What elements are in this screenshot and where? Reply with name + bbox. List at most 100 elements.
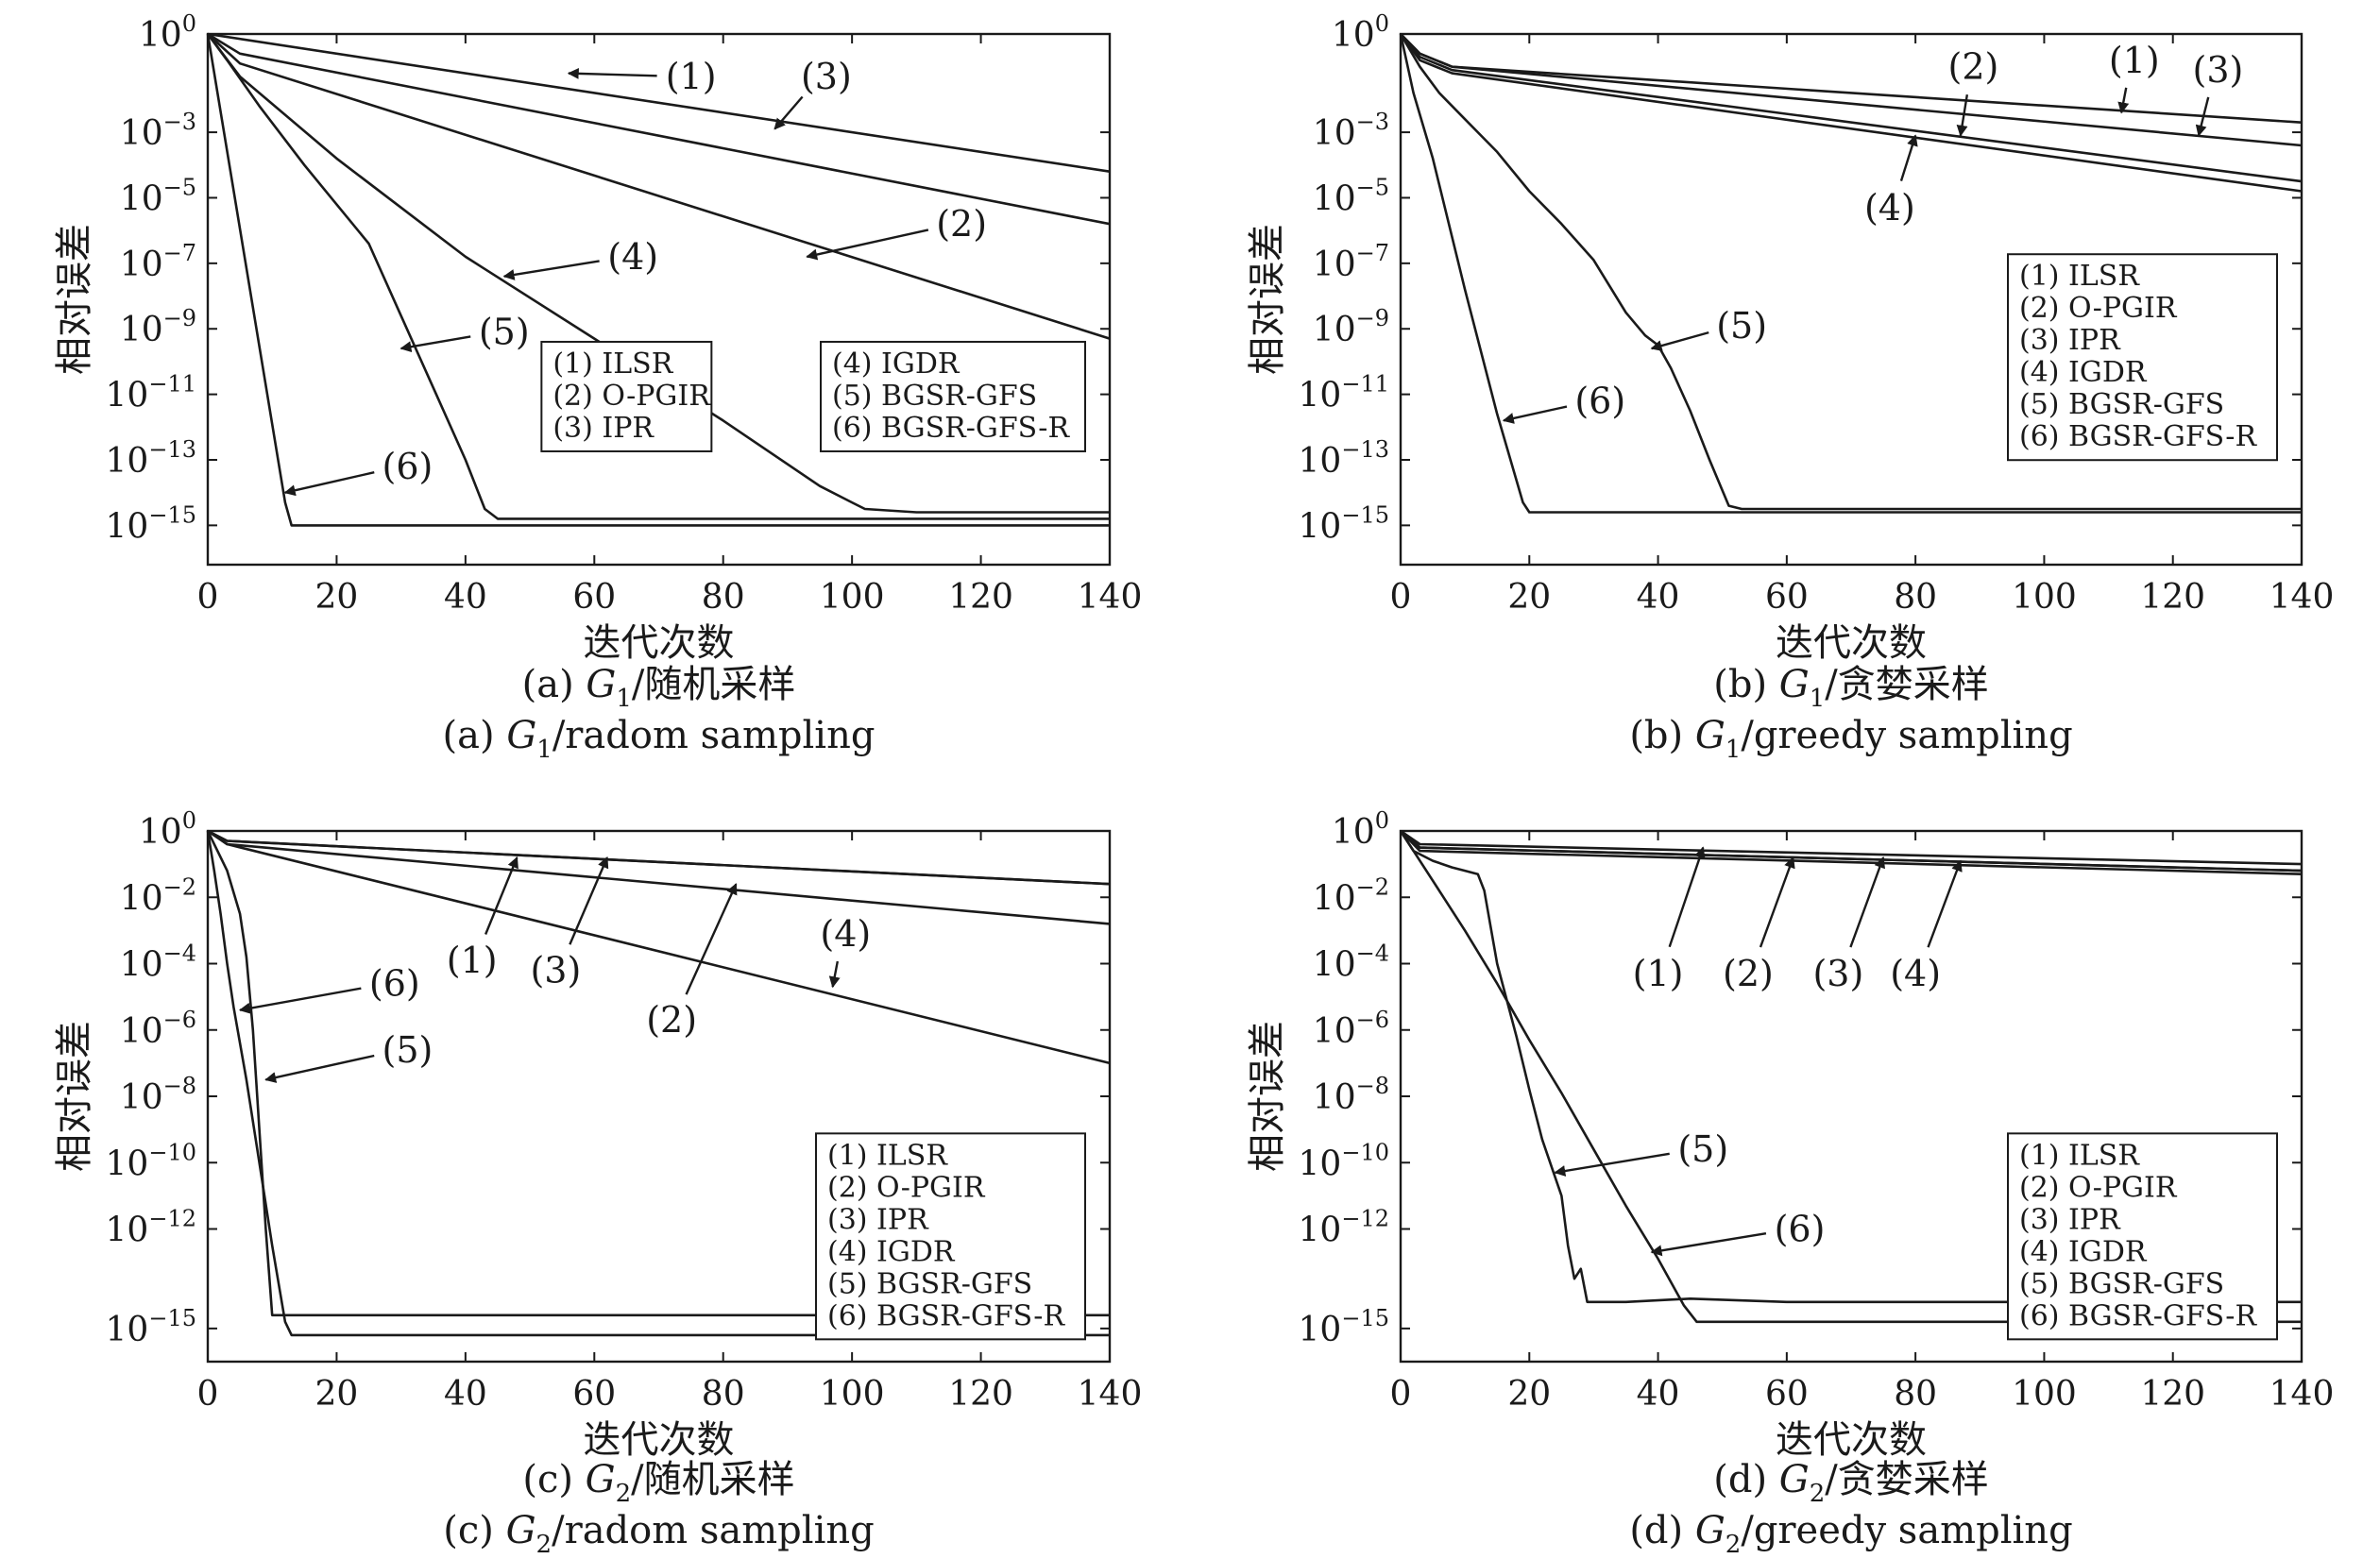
- legend-entry: (2) O-PGIR: [2019, 292, 2178, 325]
- annotation-label: (3): [801, 56, 852, 97]
- annotation-arrow: [828, 960, 841, 989]
- series-line-5: [206, 830, 1110, 1317]
- y-tick-label: 10−15: [106, 1305, 196, 1349]
- series-line-4: [207, 829, 1111, 1065]
- panel-caption-en: (c) G2/radom sampling: [443, 1509, 874, 1559]
- x-tick-label: 0: [197, 1375, 219, 1414]
- annotation-arrow: [1759, 856, 1795, 948]
- legend-entry: (4) IGDR: [827, 1235, 956, 1268]
- panel-b: 0 20 40 60 80 100 120 140 100 10−3 10−5 10−7 10−9 10−…: [1246, 10, 2334, 764]
- legend-entry: (5) BGSR-GFS: [827, 1267, 1032, 1300]
- series-line-3: [207, 32, 1111, 226]
- x-axis-label: 迭代次数: [584, 621, 735, 665]
- panel-caption-en: (b) G1/greedy sampling: [1629, 714, 2072, 764]
- legend-entry: (6) BGSR-GFS-R: [832, 412, 1070, 445]
- annotation-label: (3): [2193, 49, 2244, 91]
- y-tick-label: 10−9: [120, 305, 196, 349]
- y-tick-label: 10−7: [120, 240, 196, 284]
- annotation-label: (3): [530, 950, 581, 991]
- series-line-3: [1400, 33, 2303, 147]
- x-tick-label: 20: [1507, 1375, 1551, 1414]
- plot-frame: [1399, 32, 2304, 567]
- annotation-label: (5): [1716, 305, 1767, 347]
- x-tick-label: 120: [2140, 578, 2205, 617]
- y-axis-label: 相对误差: [53, 224, 96, 375]
- panel-caption-cn: (d) G2/贪婪采样: [1713, 1458, 1989, 1508]
- y-tick-label: 10−6: [1313, 1007, 1389, 1051]
- annotation-label: (2): [646, 999, 697, 1041]
- annotation-label: (2): [1948, 46, 1999, 88]
- annotation-label: (6): [382, 446, 434, 487]
- legend-entry: (3) IPR: [827, 1203, 929, 1236]
- legend-entry: (2) O-PGIR: [2019, 1171, 2178, 1204]
- y-axis-label: 相对误差: [53, 1021, 96, 1172]
- annotation-label: (4): [820, 913, 871, 955]
- annotation-label: (6): [1775, 1209, 1826, 1250]
- annotation-arrow: [1927, 859, 1963, 948]
- legend-entry: (6) BGSR-GFS-R: [2019, 420, 2257, 453]
- legend-box: [2007, 1132, 2278, 1341]
- y-axis-label: 相对误差: [1246, 224, 1289, 375]
- annotation-arrow: [774, 95, 804, 130]
- series-line-5: [1399, 830, 2302, 1304]
- annotation-label: (6): [369, 963, 420, 1005]
- legend-entry: (3) IPR: [2019, 1203, 2121, 1236]
- annotation-arrow: [238, 987, 362, 1014]
- annotation-label: (4): [1890, 953, 1941, 994]
- x-tick-label: 100: [820, 578, 885, 617]
- x-tick-label: 80: [702, 578, 745, 617]
- plot-frame: [206, 32, 1112, 567]
- series-line-5: [206, 33, 1110, 520]
- series-line-4: [206, 33, 1110, 514]
- legend-entry: (6) BGSR-GFS-R: [827, 1299, 1065, 1332]
- annotation-label: (4): [1864, 187, 1915, 229]
- x-tick-label: 0: [197, 578, 219, 617]
- x-tick-label: 120: [948, 1375, 1013, 1414]
- legend-entry: (1) ILSR: [2019, 260, 2140, 293]
- x-tick-label: 40: [444, 578, 487, 617]
- annotation-arrow: [1899, 134, 1918, 181]
- annotation-arrow: [1554, 1152, 1670, 1177]
- legend-entry: (1) ILSR: [827, 1139, 948, 1172]
- annotation-arrow: [2117, 87, 2130, 114]
- legend-entry: (5) BGSR-GFS: [832, 380, 1037, 413]
- annotation-arrow: [484, 856, 518, 935]
- series-line-6: [206, 830, 1110, 1337]
- annotation-arrow: [2195, 96, 2210, 137]
- y-tick-label: 10−13: [1299, 436, 1389, 481]
- series-line-6: [206, 33, 1110, 527]
- annotation-arrow: [1956, 93, 1969, 137]
- series-line-4: [1399, 33, 2303, 193]
- y-tick-label: 10−15: [106, 501, 196, 546]
- y-axis-label: 相对误差: [1246, 1021, 1289, 1172]
- annotation-arrow: [567, 67, 657, 79]
- annotation-label: (3): [1812, 953, 1863, 994]
- x-axis-label: 迭代次数: [584, 1418, 735, 1462]
- y-tick-label: 10−7: [1313, 240, 1389, 284]
- x-tick-label: 40: [1637, 1375, 1680, 1414]
- x-tick-label: 140: [2270, 578, 2335, 617]
- y-tick-label: 100: [139, 807, 196, 852]
- x-tick-label: 120: [948, 578, 1013, 617]
- annotation-arrow: [283, 471, 375, 497]
- series-line-1: [207, 829, 1111, 886]
- x-tick-label: 80: [1894, 1375, 1937, 1414]
- x-tick-label: 100: [2012, 1375, 2077, 1414]
- x-axis-label: 迭代次数: [1776, 1418, 1927, 1462]
- annotation-arrow: [1650, 330, 1709, 351]
- annotation-label: (2): [936, 203, 987, 245]
- panel-caption-cn: (a) G1/随机采样: [522, 663, 796, 713]
- annotation-label: (4): [607, 236, 658, 278]
- y-tick-label: 10−3: [120, 109, 196, 153]
- series-line-6: [1399, 33, 2302, 514]
- y-tick-label: 10−4: [1313, 940, 1389, 985]
- legend-entry: (1) ILSR: [552, 347, 673, 381]
- annotation-label: (1): [2109, 40, 2160, 81]
- x-tick-label: 140: [1078, 1375, 1143, 1414]
- y-tick-label: 10−12: [106, 1206, 196, 1250]
- y-tick-label: 10−6: [120, 1007, 196, 1051]
- y-tick-label: 10−8: [120, 1073, 196, 1117]
- y-tick-label: 10−8: [1313, 1073, 1389, 1117]
- legend-entry: (5) BGSR-GFS: [2019, 1267, 2224, 1300]
- y-tick-label: 100: [1332, 10, 1389, 55]
